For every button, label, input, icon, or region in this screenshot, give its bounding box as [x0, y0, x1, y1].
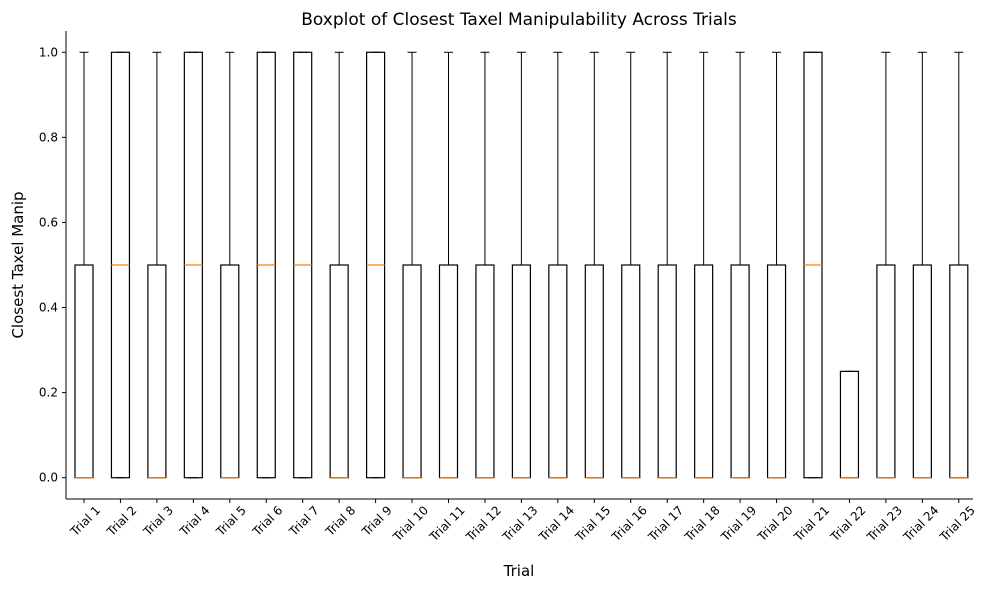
box-iqr	[839, 370, 860, 479]
box-group	[438, 51, 459, 479]
y-axis-label: Closest Taxel Manip	[9, 191, 27, 338]
x-tick-label: Trial 14	[536, 503, 577, 544]
x-tick-label: Trial 23	[864, 503, 905, 544]
x-tick-label: Trial 19	[718, 503, 759, 544]
x-tick-label: Trial 1	[67, 503, 103, 539]
x-tick-label: Trial 21	[791, 503, 832, 544]
x-axis-ticks: Trial 1 Trial 2 Trial 3 Trial 4 Trial 5 Trial…	[67, 499, 978, 545]
box-group	[730, 51, 750, 479]
box-iqr	[220, 264, 240, 479]
box-iqr	[475, 264, 495, 479]
box-group	[548, 51, 568, 479]
box-iqr	[548, 264, 568, 479]
box-iqr	[74, 264, 94, 479]
box-iqr	[511, 264, 532, 479]
box-group	[766, 51, 787, 479]
box-iqr	[766, 264, 787, 479]
box-group	[366, 51, 386, 479]
plot-area	[74, 51, 969, 479]
x-tick-label: Trial 25	[936, 503, 977, 544]
y-tick-label: 1.0	[39, 45, 58, 59]
box-group	[912, 51, 932, 479]
x-tick-label: Trial 7	[286, 503, 322, 539]
box-iqr	[912, 264, 932, 479]
box-group	[74, 51, 94, 479]
box-group	[511, 51, 532, 479]
box-iqr	[949, 264, 969, 479]
box-group	[402, 51, 422, 479]
x-tick-label: Trial 2	[104, 503, 140, 539]
box-group	[329, 51, 349, 479]
box-group	[803, 51, 823, 479]
y-tick-label: 0.6	[39, 215, 58, 229]
x-tick-label: Trial 15	[572, 503, 613, 544]
box-iqr	[584, 264, 604, 479]
box-group	[876, 51, 896, 479]
x-tick-label: Trial 16	[608, 503, 649, 544]
x-tick-label: Trial 6	[249, 503, 285, 539]
box-iqr	[147, 264, 167, 479]
x-tick-label: Trial 22	[827, 503, 868, 544]
x-tick-label: Trial 12	[463, 503, 504, 544]
x-tick-label: Trial 24	[900, 503, 941, 544]
x-tick-label: Trial 8	[322, 503, 358, 539]
x-tick-label: Trial 3	[140, 503, 176, 539]
box-iqr	[621, 264, 641, 479]
y-axis-ticks: 0.0 0.2 0.4 0.6 0.8 1.0	[39, 45, 66, 485]
x-axis-label: Trial	[503, 562, 535, 580]
box-iqr	[730, 264, 750, 479]
box-group	[657, 51, 677, 479]
box-group	[949, 51, 969, 479]
box-group	[220, 51, 240, 479]
y-tick-label: 0.0	[39, 471, 58, 485]
y-tick-label: 0.4	[39, 301, 58, 315]
box-group	[183, 51, 203, 479]
y-tick-label: 0.8	[39, 130, 58, 144]
box-group	[584, 51, 604, 479]
x-tick-label: Trial 13	[499, 503, 540, 544]
box-iqr	[657, 264, 677, 479]
box-group	[256, 51, 276, 479]
x-tick-label: Trial 18	[681, 503, 722, 544]
box-group	[110, 51, 131, 479]
box-iqr	[402, 264, 422, 479]
x-tick-label: Trial 4	[176, 503, 212, 539]
x-tick-label: Trial 20	[754, 503, 795, 544]
box-group	[147, 51, 167, 479]
box-iqr	[876, 264, 896, 479]
box-group	[839, 370, 860, 479]
x-tick-label: Trial 5	[213, 503, 249, 539]
box-iqr	[329, 264, 349, 479]
box-group	[475, 51, 495, 479]
y-tick-label: 0.2	[39, 386, 58, 400]
x-tick-label: Trial 11	[426, 503, 467, 544]
chart-title: Boxplot of Closest Taxel Manipulability …	[301, 10, 737, 30]
x-tick-label: Trial 10	[390, 503, 431, 544]
x-tick-label: Trial 17	[645, 503, 686, 544]
box-iqr	[694, 264, 714, 479]
box-group	[293, 51, 313, 479]
box-group	[694, 51, 714, 479]
box-group	[621, 51, 641, 479]
box-iqr	[438, 264, 459, 479]
